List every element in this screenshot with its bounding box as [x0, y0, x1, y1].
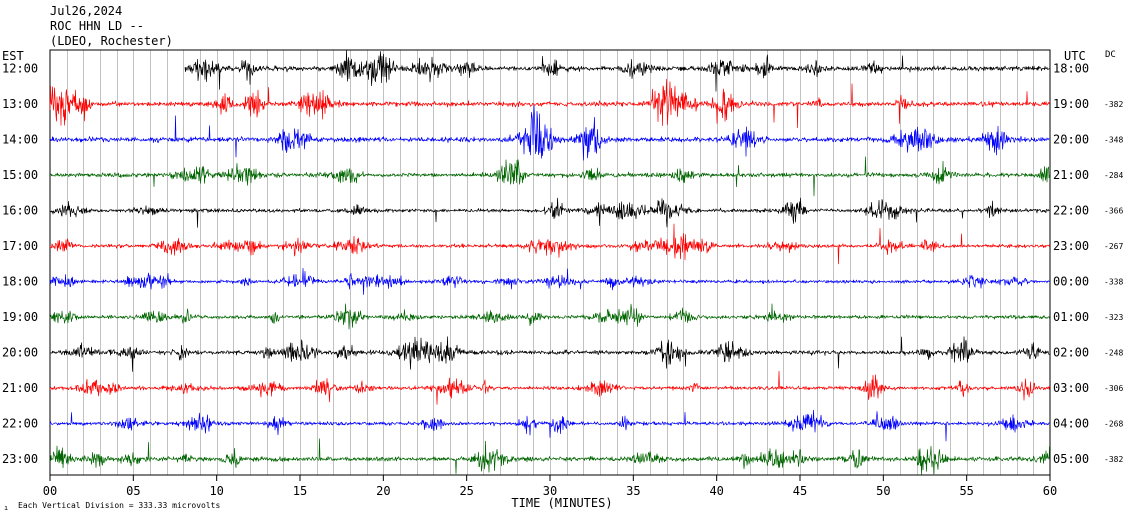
dc-offset-labels: -382 -348 -284 -366 -267 -338 -323 -248 -306 -268…	[1104, 100, 1123, 464]
dc-offset-label: -382	[1104, 100, 1123, 109]
dc-offset-label: -248	[1104, 349, 1123, 358]
x-tick-label: 30	[543, 484, 557, 498]
utc-hour-label: 19:00	[1053, 97, 1089, 111]
x-tick-label: 55	[959, 484, 973, 498]
dc-offset-label: -338	[1104, 278, 1123, 287]
trace-row	[49, 78, 1051, 129]
utc-hour-label: 00:00	[1053, 275, 1089, 289]
dc-offset-label: -284	[1104, 171, 1123, 180]
est-hour-label: 21:00	[2, 381, 38, 395]
est-hour-label: 12:00	[2, 62, 38, 76]
est-hour-label: 13:00	[2, 97, 38, 111]
est-hour-label: 17:00	[2, 239, 38, 253]
dc-header-label: DC	[1105, 50, 1116, 60]
est-hour-label: 14:00	[2, 133, 38, 147]
utc-hour-label: 04:00	[1053, 417, 1089, 431]
est-hour-label: 15:00	[2, 168, 38, 182]
network-label: (LDEO, Rochester)	[50, 34, 173, 48]
corner-mark: ı	[4, 504, 8, 512]
trace-row	[49, 105, 1051, 161]
trace-row	[49, 336, 1051, 372]
utc-hour-label: 03:00	[1053, 381, 1089, 395]
utc-hour-label: 05:00	[1053, 452, 1089, 466]
utc-hour-label: 21:00	[1053, 168, 1089, 182]
x-axis-title: TIME (MINUTES)	[511, 496, 612, 510]
utc-hour-label: 22:00	[1053, 204, 1089, 218]
scale-note: Each Vertical Division = 333.33 microvol…	[18, 501, 220, 510]
utc-hour-label: 20:00	[1053, 133, 1089, 147]
station-label: ROC HHN LD --	[50, 19, 144, 33]
dc-offset-label: -323	[1104, 313, 1123, 322]
x-tick-label: 05	[126, 484, 140, 498]
trace-row	[49, 223, 1051, 265]
x-tick-label: 40	[709, 484, 723, 498]
dc-offset-label: -366	[1104, 207, 1123, 216]
dc-offset-label: -267	[1104, 242, 1123, 251]
dc-offset-label: -306	[1104, 384, 1123, 393]
est-axis-label: EST	[2, 49, 24, 63]
est-hour-label: 18:00	[2, 275, 38, 289]
dc-offset-label: -382	[1104, 455, 1123, 464]
trace-row	[49, 438, 1051, 475]
trace-row	[184, 49, 1051, 92]
trace-row	[49, 267, 1051, 295]
utc-hour-label: 02:00	[1053, 346, 1089, 360]
x-tick-label: 00	[43, 484, 57, 498]
est-hour-label: 22:00	[2, 417, 38, 431]
x-tick-label: 10	[209, 484, 223, 498]
est-hour-label: 16:00	[2, 204, 38, 218]
seismic-traces	[49, 49, 1051, 475]
x-tick-label: 25	[459, 484, 473, 498]
trace-row	[49, 156, 1051, 197]
utc-hour-label: 23:00	[1053, 239, 1089, 253]
dc-offset-label: -268	[1104, 420, 1123, 429]
x-tick-label: 35	[626, 484, 640, 498]
trace-row	[49, 197, 1051, 228]
x-tick-label: 45	[793, 484, 807, 498]
minute-grid	[67, 50, 1034, 475]
est-hour-label: 19:00	[2, 310, 38, 324]
x-tick-label: 15	[293, 484, 307, 498]
est-hour-label: 23:00	[2, 452, 38, 466]
date-label: Jul26,2024	[50, 4, 123, 18]
est-hour-labels: 12:00 13:00 14:00 15:00 16:00 17:00 18:00 19:00…	[2, 62, 38, 467]
dc-offset-label: -348	[1104, 136, 1123, 145]
x-axis-ticks: 00 05 10 15 20 25 30 35 40 45 50 55 60	[43, 475, 1057, 498]
x-tick-label: 20	[376, 484, 390, 498]
x-tick-label: 50	[876, 484, 890, 498]
est-hour-label: 20:00	[2, 346, 38, 360]
x-tick-label: 60	[1043, 484, 1057, 498]
trace-row	[49, 409, 1051, 442]
utc-hour-label: 01:00	[1053, 310, 1089, 324]
trace-row	[49, 303, 1051, 330]
utc-hour-label: 18:00	[1053, 62, 1089, 76]
trace-row	[49, 370, 1051, 405]
utc-hour-labels: 18:00 19:00 20:00 21:00 22:00 23:00 00:00 01:00…	[1053, 62, 1089, 467]
utc-axis-label: UTC	[1064, 49, 1086, 63]
